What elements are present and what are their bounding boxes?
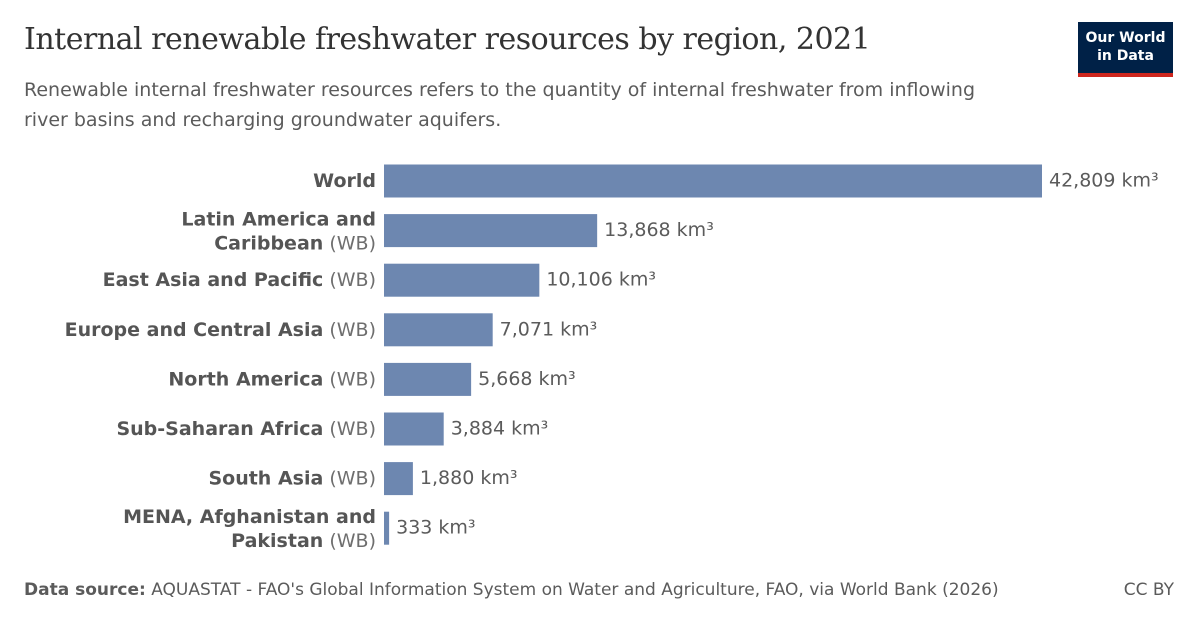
category-name: Pakistan	[231, 530, 323, 552]
category-name: World	[313, 170, 376, 192]
category-name: Caribbean	[214, 232, 323, 254]
logo[interactable]: Our World in Data	[1078, 22, 1173, 77]
category-suffix: (WB)	[329, 368, 376, 390]
bar	[384, 313, 493, 347]
value-label: 3,884 km³	[451, 418, 549, 440]
category-label: MENA, Afghanistan and	[123, 506, 376, 528]
category-label: East Asia and Pacific (WB)	[103, 269, 376, 291]
category-suffix: (WB)	[329, 467, 376, 489]
category-suffix: (WB)	[329, 232, 376, 254]
category-label: Europe and Central Asia (WB)	[65, 318, 376, 340]
category-suffix: (WB)	[329, 318, 376, 340]
category-label: South Asia (WB)	[208, 467, 376, 489]
category-label: Sub-Saharan Africa (WB)	[116, 418, 376, 440]
category-name: Europe and Central Asia	[65, 318, 324, 340]
category-name: Latin America and	[181, 208, 376, 230]
bar	[384, 462, 413, 496]
category-suffix: (WB)	[329, 418, 376, 440]
category-suffix: (WB)	[329, 530, 376, 552]
bar	[384, 263, 540, 297]
chart-title: Internal renewable freshwater resources …	[24, 22, 871, 57]
category-label: North America (WB)	[168, 368, 376, 390]
category-name: North America	[168, 368, 323, 390]
category-name: MENA, Afghanistan and	[123, 506, 376, 528]
chart: 42,809 km³ World 13,868 km³ Latin America a…	[65, 164, 1159, 552]
value-label: 10,106 km³	[546, 269, 656, 291]
bar	[384, 214, 598, 248]
value-label: 1,880 km³	[420, 467, 518, 489]
category-suffix: (WB)	[329, 269, 376, 291]
value-label: 5,668 km³	[478, 368, 576, 390]
chart-subtitle: Renewable internal freshwater resources …	[24, 79, 976, 131]
bar	[384, 362, 472, 396]
value-label: 42,809 km³	[1049, 170, 1159, 192]
value-label: 333 km³	[396, 517, 475, 539]
bar	[384, 164, 1042, 198]
bar	[384, 412, 444, 446]
license[interactable]: CC BY	[1123, 580, 1174, 600]
category-label: World	[313, 170, 376, 192]
source: AQUASTAT - FAO's Global Information Syst…	[151, 580, 999, 600]
category-name: South Asia	[208, 467, 323, 489]
category-name: Sub-Saharan Africa	[116, 418, 323, 440]
category-label: Caribbean (WB)	[214, 232, 376, 254]
category-label: Pakistan (WB)	[231, 530, 376, 552]
value-label: 13,868 km³	[604, 219, 714, 241]
category-label: Latin America and	[181, 208, 376, 230]
value-label: 7,071 km³	[500, 318, 598, 340]
bar	[384, 511, 390, 545]
source-label: Data source:	[24, 580, 146, 600]
footer: Data source: AQUASTAT - FAO's Global Inf…	[24, 580, 999, 600]
category-name: East Asia and Pacific	[103, 269, 324, 291]
